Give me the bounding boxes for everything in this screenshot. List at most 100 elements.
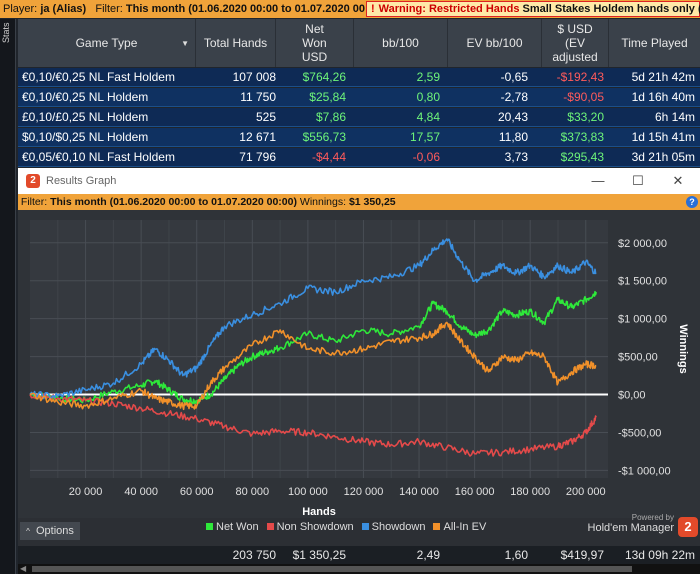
total-usd-ev-value: $419,97	[560, 548, 604, 562]
scrollbar-thumb[interactable]	[32, 566, 632, 572]
maximize-icon[interactable]: ☐	[632, 173, 644, 188]
cell-ev-bb100: 3,73	[504, 150, 528, 164]
col-time-played-label: Time Played	[621, 36, 688, 50]
table-row[interactable]: $0,10/$0,25 NL Holdem 12 671 $556,73 17,57 1…	[18, 128, 700, 147]
total-net-value: $1 350,25	[292, 548, 346, 562]
powered-by: Powered by Hold'em Manager	[588, 513, 674, 534]
help-icon[interactable]: ?	[686, 196, 698, 208]
cell-net-won: $7,86	[315, 110, 346, 124]
x-tick-label: 160 000	[455, 486, 495, 498]
sort-chevron-down-icon: ▼	[181, 38, 189, 48]
restricted-hands-warning: ! Warning: Restricted Hands Small Stakes …	[366, 1, 700, 17]
col-net-won-label: Net Won USD	[301, 22, 328, 64]
col-bb100[interactable]: bb/100	[354, 19, 448, 67]
cell-usd-ev: $373,83	[560, 130, 604, 144]
cell-ev-bb100: 11,80	[498, 130, 528, 144]
table-row[interactable]: €0,10/€0,25 NL Fast Holdem 107 008 $764,26…	[18, 68, 700, 87]
y-tick-label: $500,00	[618, 352, 658, 364]
series-line-all-in-ev	[29, 321, 597, 411]
cell-time-played: 3d 21h 05m	[631, 150, 695, 164]
x-tick-label: 120 000	[344, 486, 384, 498]
cell-ev-bb100: -0,65	[500, 70, 528, 84]
y-tick-label: $0,00	[618, 390, 646, 402]
cell-net-won: $556,73	[302, 130, 346, 144]
total-ev-bb100-value: 1,60	[504, 548, 528, 562]
cell-total-hands: 107 008	[232, 70, 276, 84]
player-filter-text: Player: ja (Alias) Filter: This month (0…	[3, 0, 385, 18]
graph-filter-value: This month (01.06.2020 00:00 to 01.07.20…	[50, 196, 297, 208]
scroll-left-icon[interactable]: ◀	[20, 564, 27, 573]
legend-label[interactable]: Showdown	[371, 521, 426, 533]
cell-net-won: $25,84	[309, 90, 346, 104]
graph-title-bar: 2 Results Graph — ☐ ✕	[18, 168, 700, 194]
table-row[interactable]: €0,05/€0,10 NL Fast Holdem 71 796 -$4,44 -0…	[18, 148, 700, 167]
y-axis-label: Winnings	[677, 324, 689, 373]
options-label: Options	[35, 525, 74, 537]
y-tick-label: -$1 000,00	[618, 465, 671, 477]
filter-value[interactable]: This month (01.06.2020 00:00 to 01.07.20…	[125, 3, 385, 15]
minimize-icon[interactable]: —	[591, 173, 605, 188]
cell-time-played: 6h 14m	[654, 110, 695, 124]
cell-usd-ev: -$90,05	[563, 90, 604, 104]
legend-label[interactable]: Non Showdown	[276, 521, 354, 533]
legend-swatch	[433, 523, 441, 530]
cell-game-type: €0,10/€0,25 NL Holdem	[22, 90, 149, 104]
results-graph-window: 2 Results Graph — ☐ ✕ Filter: This month…	[18, 168, 700, 546]
cell-usd-ev: $295,43	[560, 150, 604, 164]
options-button[interactable]: ^ Options	[20, 522, 80, 540]
col-total-hands[interactable]: Total Hands	[196, 19, 276, 67]
total-hands-value: 203 750	[232, 548, 276, 562]
col-bb100-label: bb/100	[382, 36, 419, 50]
col-usd-ev-label: $ USD (EV adjusted	[552, 22, 598, 64]
legend-swatch	[266, 523, 274, 530]
filter-label: Filter:	[95, 3, 123, 15]
table-row[interactable]: €0,10/€0,25 NL Holdem 11 750 $25,84 0,80 -2,…	[18, 88, 700, 107]
graph-filter-label: Filter:	[20, 196, 48, 208]
legend-label[interactable]: Net Won	[216, 521, 259, 533]
chart-legend: Net Won Non Showdown Showdown All-In EV	[198, 521, 486, 533]
col-net-won[interactable]: Net Won USD	[276, 19, 354, 67]
col-time-played[interactable]: Time Played	[609, 19, 700, 67]
hm2-logo-icon: 2	[26, 174, 40, 188]
x-tick-label: 140 000	[399, 486, 439, 498]
powered-by-label: Powered by	[631, 513, 674, 522]
col-ev-bb100[interactable]: EV bb/100	[448, 19, 542, 67]
hm2-brand-logo-icon: 2	[678, 517, 698, 537]
cell-usd-ev: -$192,43	[556, 70, 604, 84]
cell-game-type: €0,05/€0,10 NL Fast Holdem	[22, 150, 175, 164]
col-usd-ev[interactable]: $ USD (EV adjusted	[542, 19, 609, 67]
cell-ev-bb100: -2,78	[500, 90, 528, 104]
legend-swatch	[361, 523, 369, 530]
chevron-up-icon: ^	[26, 527, 30, 536]
brand-name: Hold'em Manager	[587, 522, 674, 534]
warning-icon: !	[371, 3, 375, 15]
graph-filter-bar: Filter: This month (01.06.2020 00:00 to …	[18, 194, 700, 210]
totals-row: 203 750 $1 350,25 2,49 1,60 $419,97 13d …	[18, 546, 700, 564]
col-ev-bb100-label: EV bb/100	[466, 36, 523, 50]
total-time-value: 13d 09h 22m	[624, 548, 695, 562]
cell-usd-ev: $33,20	[567, 110, 604, 124]
cell-bb100: 2,59	[416, 70, 440, 84]
cell-total-hands: 11 750	[240, 90, 276, 104]
table-row[interactable]: £0,10/£0,25 NL Holdem 525 $7,86 4,84 20,43 $3…	[18, 108, 700, 127]
winnings-label: Winnings:	[299, 196, 347, 208]
stats-side-tab[interactable]: Stats	[0, 19, 16, 574]
col-game-type[interactable]: Game Type ▼	[18, 19, 196, 67]
x-tick-label: 100 000	[288, 486, 328, 498]
cell-bb100: -0,06	[412, 150, 440, 164]
col-total-hands-label: Total Hands	[203, 36, 268, 50]
legend-swatch	[206, 523, 213, 530]
legend-label[interactable]: All-In EV	[443, 521, 487, 533]
series-line-showdown	[29, 238, 597, 400]
player-name[interactable]: ja (Alias)	[40, 3, 87, 15]
x-tick-label: 80 000	[235, 486, 269, 498]
y-tick-label: -$500,00	[618, 427, 661, 439]
stats-tab-label: Stats	[1, 22, 11, 43]
y-tick-label: $2 000,00	[618, 238, 667, 250]
x-axis-label: Hands	[302, 506, 336, 518]
cell-bb100: 0,80	[416, 90, 440, 104]
cell-bb100: 17,57	[409, 130, 440, 144]
horizontal-scrollbar[interactable]: ◀	[18, 564, 700, 574]
cell-game-type: €0,10/€0,25 NL Fast Holdem	[22, 70, 175, 84]
close-icon[interactable]: ✕	[672, 173, 684, 188]
